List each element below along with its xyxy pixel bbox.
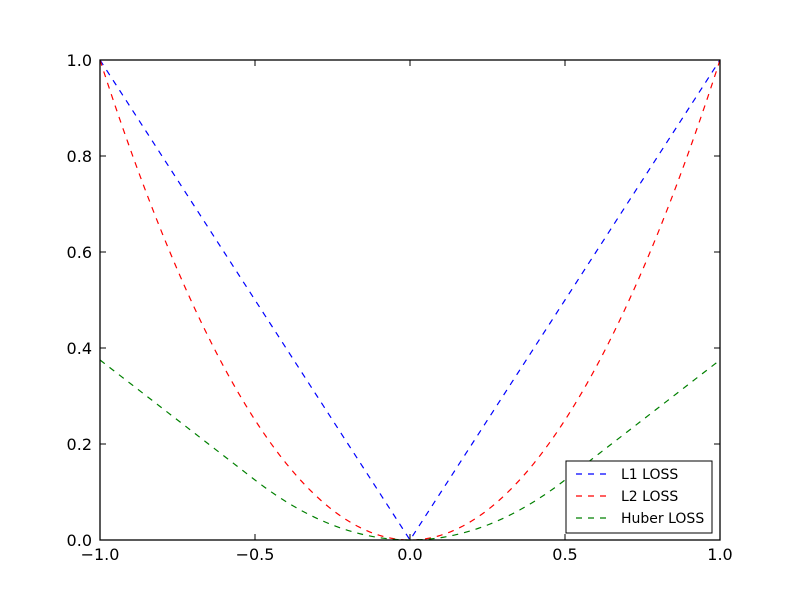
x-tick-label: −0.5 (236, 545, 275, 564)
x-tick-label: 0.0 (397, 545, 422, 564)
legend-label: L1 LOSS (621, 467, 678, 483)
x-tick-label: −1.0 (81, 545, 120, 564)
x-tick-label: 0.5 (552, 545, 577, 564)
y-tick-label: 0.6 (67, 243, 92, 262)
y-tick-label: 0.4 (67, 339, 92, 358)
legend-label: Huber LOSS (621, 511, 704, 527)
series-line-0 (99, 59, 721, 542)
y-tick-label: 0.8 (67, 147, 92, 166)
legend: L1 LOSS L2 LOSS Huber LOSS (565, 460, 713, 534)
axis-ticks: −1.0 −0.5 0.0 0.5 1.0 0.0 0.2 0.4 0.6 0.8 1.0 (67, 51, 733, 564)
x-tick-label: 1.0 (707, 545, 732, 564)
y-tick-label: 0.2 (67, 435, 92, 454)
legend-label: L2 LOSS (621, 489, 678, 505)
y-tick-label: 1.0 (67, 51, 92, 70)
y-tick-label: 0.0 (67, 531, 92, 550)
